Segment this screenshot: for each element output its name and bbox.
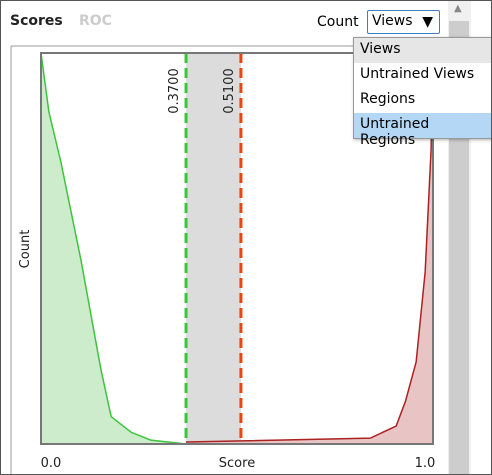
x-axis-label: Score — [219, 456, 255, 471]
line — [40, 52, 187, 445]
plot-frame — [40, 52, 434, 445]
dropdown-option[interactable]: Untrained Views — [360, 66, 475, 82]
y-axis-label: Count — [18, 230, 33, 269]
threshold-label: 0.3700 — [167, 68, 182, 114]
dropdown: Views Untrained Views Regions Untrained Reg… — [353, 37, 491, 148]
select-value: Views — [372, 13, 413, 29]
x-tick-label: 0.0 — [41, 456, 62, 471]
threshold-label: 0.5100 — [222, 68, 237, 114]
tab[interactable]: ROC — [79, 13, 112, 29]
arrow: ▼ — [422, 14, 433, 30]
tab[interactable]: Scores — [10, 13, 63, 29]
area — [186, 53, 433, 444]
x-tick-label: 1.0 — [415, 456, 436, 471]
area — [41, 53, 187, 444]
line — [186, 52, 434, 443]
threshold-band — [186, 53, 241, 444]
dropdown-option[interactable]: Regions — [360, 91, 416, 107]
dropdown-option[interactable]: Views — [354, 38, 491, 63]
select[interactable]: Views ▼ — [367, 10, 440, 34]
count-label: Count — [317, 14, 359, 30]
scroll-up[interactable]: ▲ — [454, 3, 462, 14]
dropdown-option[interactable]: Untrained Regions — [354, 113, 491, 148]
